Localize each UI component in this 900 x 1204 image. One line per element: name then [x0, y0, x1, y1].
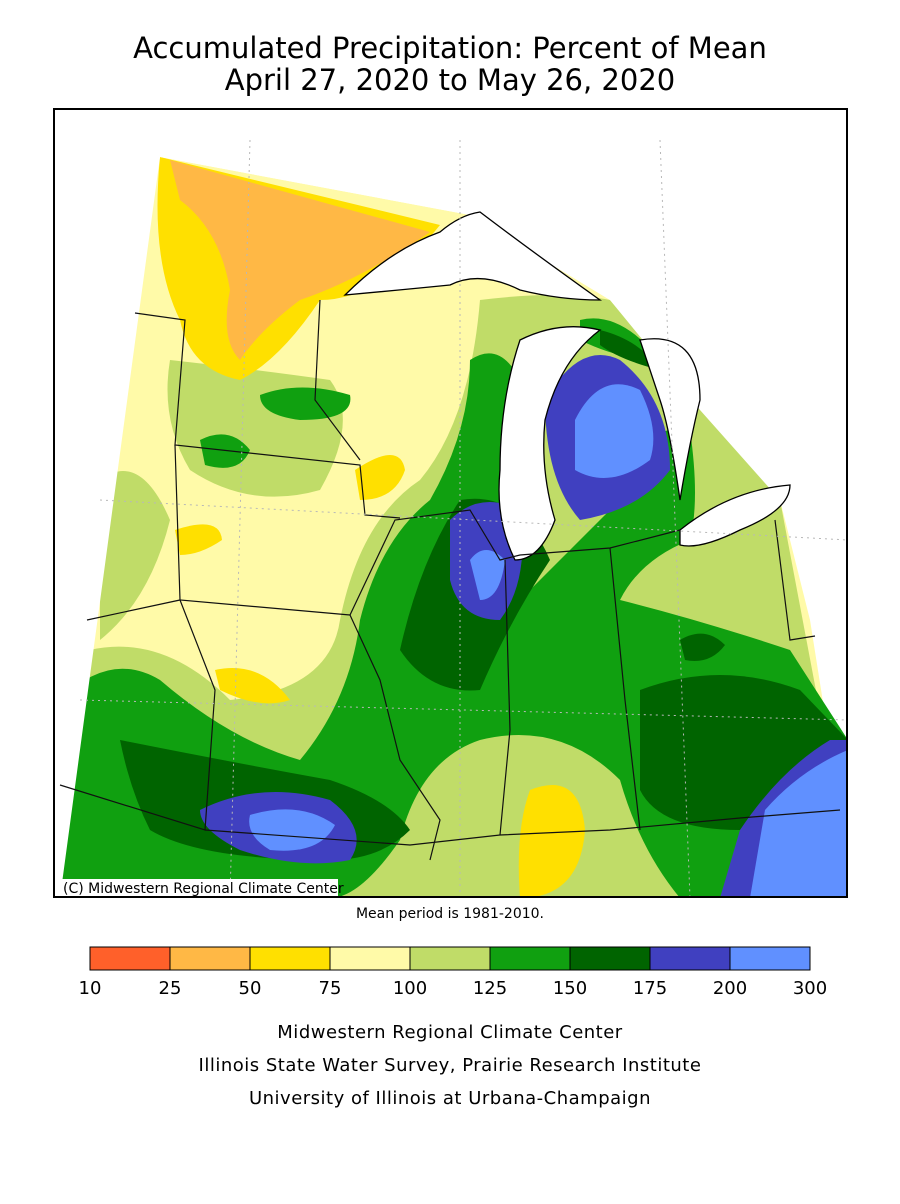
graticule [79, 139, 847, 897]
legend-label: 50 [239, 978, 262, 999]
region [750, 750, 847, 897]
legend: 10 25 50 75 100 125 150 175 200 300 [79, 946, 827, 999]
legend-label: 300 [793, 978, 827, 999]
region [470, 550, 505, 600]
lake [498, 326, 602, 561]
region [100, 471, 170, 640]
map: (C) Midwestern Regional Climate Center [54, 109, 847, 897]
region [680, 633, 725, 661]
legend-label: 200 [713, 978, 747, 999]
legend-swatch [489, 946, 571, 971]
legend-swatch [409, 946, 491, 971]
credit-box [58, 879, 338, 897]
region [249, 809, 335, 851]
region [170, 160, 430, 360]
legend-swatch [169, 946, 251, 971]
region [215, 668, 290, 704]
lake [679, 484, 791, 547]
note: Mean period is 1981-2010. [356, 906, 544, 922]
legend-swatch [649, 946, 731, 971]
legend-label: 75 [319, 978, 342, 999]
legend-label: 150 [553, 978, 587, 999]
outside [54, 109, 847, 897]
footer-line: University of Illinois at Urbana-Champai… [249, 1088, 651, 1109]
legend-swatch [249, 946, 331, 971]
legend-label: 10 [79, 978, 102, 999]
legend-swatch [89, 946, 171, 971]
region [355, 455, 405, 500]
legend-label: 25 [159, 978, 182, 999]
legend-swatch [729, 946, 811, 971]
legend-swatch [569, 946, 651, 971]
state-lines [59, 299, 841, 861]
map-frame [53, 108, 848, 898]
title-line: Accumulated Precipitation: Percent of Me… [133, 31, 767, 65]
region [260, 387, 351, 420]
legend-label: 175 [633, 978, 667, 999]
legend-label: 125 [473, 978, 507, 999]
footer-line: Illinois State Water Survey, Prairie Res… [199, 1055, 702, 1076]
credit: (C) Midwestern Regional Climate Center [63, 881, 344, 897]
region [600, 330, 660, 370]
legend-label: 100 [393, 978, 427, 999]
title-line: April 27, 2020 to May 26, 2020 [225, 63, 676, 97]
region [175, 524, 222, 555]
region [518, 785, 585, 897]
legend-swatch [329, 946, 411, 971]
region [575, 384, 654, 478]
lake [343, 211, 603, 301]
region [200, 434, 250, 468]
footer-line: Midwestern Regional Climate Center [277, 1022, 623, 1043]
lake [639, 338, 701, 501]
